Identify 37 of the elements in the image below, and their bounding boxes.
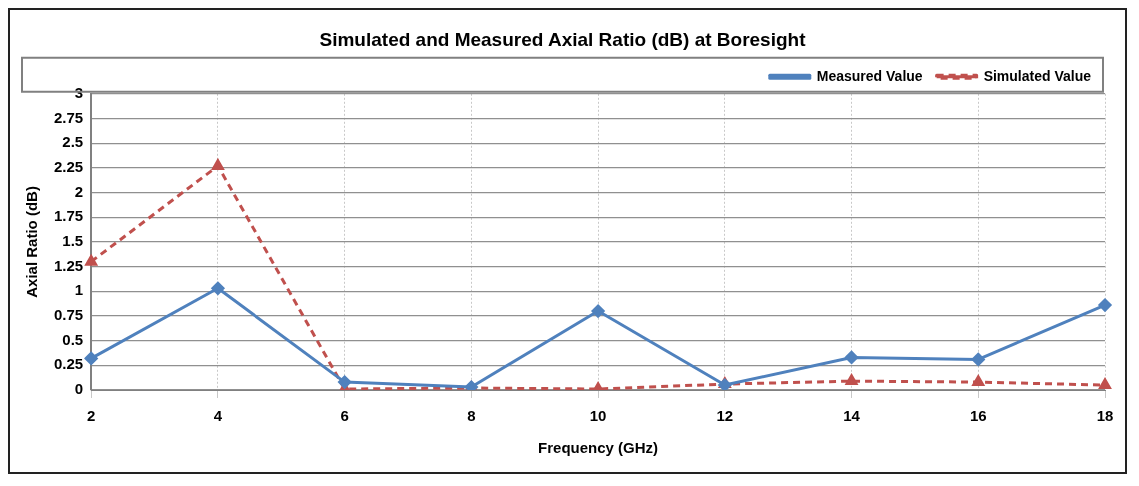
y-tick-label: 0 (74, 380, 84, 398)
y-tick-label: 0.5 (62, 330, 84, 348)
x-tick-label: 12 (716, 407, 734, 425)
x-tick-label: 8 (467, 407, 476, 425)
y-tick-label: 1.5 (62, 232, 84, 250)
y-tick-label: 1.25 (53, 256, 84, 274)
y-tick-label: 1 (74, 281, 84, 299)
legend-label: Simulated Value (983, 67, 1092, 84)
point (84, 351, 98, 365)
x-tick-label: 16 (969, 407, 987, 425)
y-tick-label: 2.25 (53, 157, 84, 175)
x-tick-label: 4 (213, 407, 223, 425)
point (971, 352, 985, 366)
x-tick-label: 2 (87, 407, 96, 425)
y-axis-title: Axial Ratio (dB) (23, 186, 41, 298)
y-tick-label: 2 (74, 182, 84, 200)
x-tick-label: 10 (589, 407, 607, 425)
point (591, 304, 605, 318)
legend-label: Measured Value (816, 67, 923, 84)
y-tick-label: 2.75 (53, 108, 84, 126)
point (845, 350, 859, 364)
point (845, 374, 858, 386)
x-tick-label: 6 (340, 407, 349, 425)
y-tick-label: 0.25 (53, 355, 84, 373)
point (972, 375, 985, 387)
point (1099, 378, 1111, 390)
chart-title: Simulated and Measured Axial Ratio (dB) at Boresight (319, 28, 807, 50)
point (85, 255, 98, 266)
point (211, 281, 225, 295)
y-tick-label: 0.75 (53, 306, 84, 324)
x-tick-label: 14 (843, 407, 861, 425)
y-tick-label: 2.5 (62, 133, 84, 151)
x-axis-title: Frequency (GHz) (538, 439, 659, 457)
x-tick-label: 18 (1096, 407, 1114, 425)
point (1098, 298, 1112, 312)
y-tick-label: 1.75 (53, 207, 84, 225)
point (338, 375, 352, 389)
